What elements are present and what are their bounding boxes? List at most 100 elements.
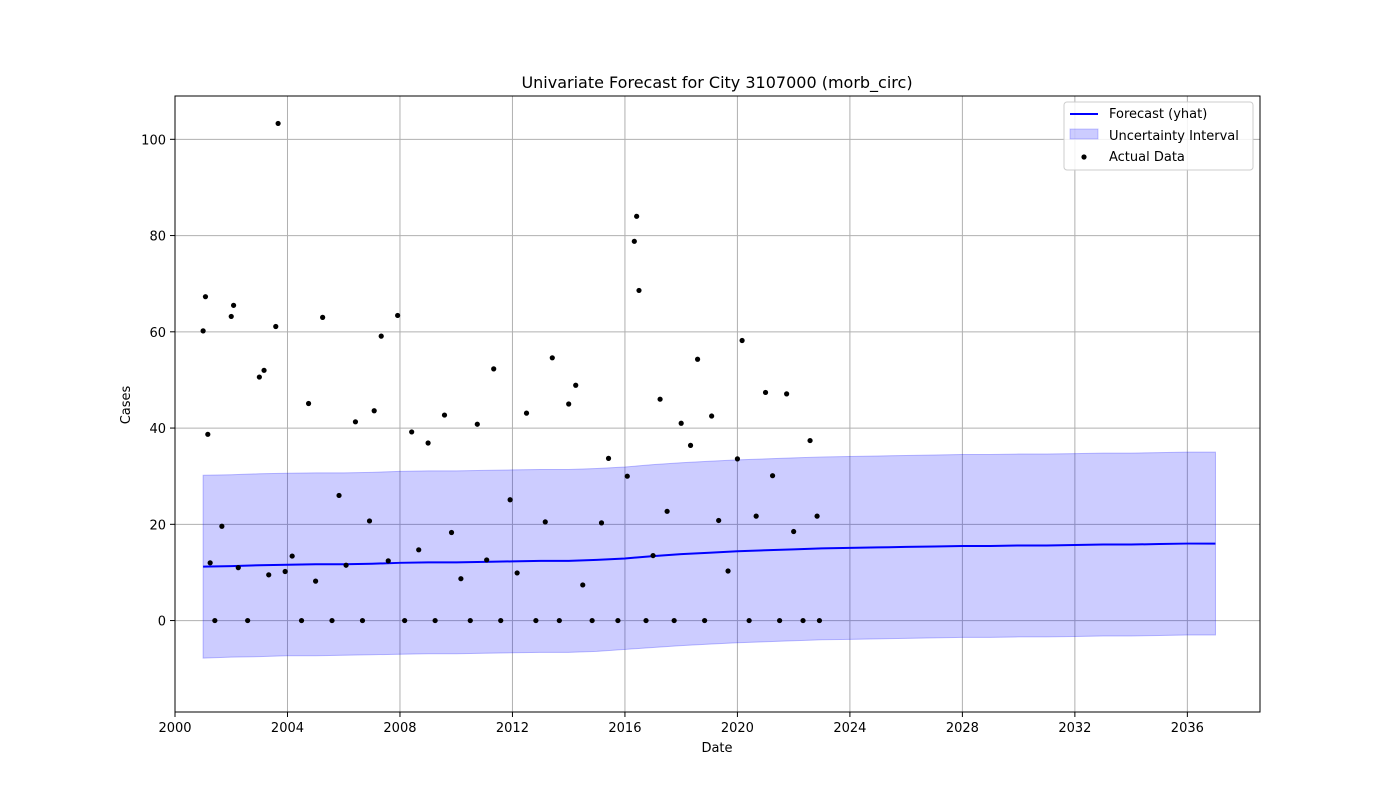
y-tick-label: 100 [141,133,166,148]
actual-data-point [458,576,464,582]
actual-data-point [589,617,595,624]
x-tick-label: 2020 [721,721,754,736]
actual-data-point [200,328,206,334]
actual-data-point [523,410,530,416]
forecast-line [203,542,1216,568]
actual-data-point [643,617,649,624]
actual-data-point [359,617,366,624]
actual-data-point [816,617,823,624]
actual-data-point [814,513,820,519]
y-axis-ticks: 0 20 40 60 80 100 [141,133,175,630]
actual-data-point [320,314,326,320]
actual-data-point [598,520,605,526]
actual-data-point [716,517,722,524]
actual-data-point [664,508,670,514]
actual-data-point [256,374,262,380]
legend-forecast-label: Forecast (yhat) [1109,107,1207,122]
legend: Forecast (yhat) Uncertainty Interval Act… [1063,101,1254,171]
x-tick-label: 2016 [608,721,641,736]
actual-data-point [385,558,391,564]
legend-actual-swatch [1081,154,1087,160]
actual-data-point [709,413,715,419]
actual-data-point [634,213,640,219]
actual-data-point [484,557,490,563]
legend-box [1063,101,1254,171]
actual-data-point [266,572,272,578]
y-tick-label: 40 [149,422,166,437]
actual-points [200,120,823,624]
actual-data-point [549,355,555,361]
actual-data-point [498,617,504,624]
actual-data-point [566,401,572,407]
y-axis-label: Cases [119,385,134,424]
legend-actual-label: Actual Data [1109,150,1185,165]
actual-data-point [273,323,279,330]
actual-data-point [769,473,776,479]
actual-data-point [573,382,579,388]
actual-data-point [432,617,438,624]
actual-data-point [366,518,373,524]
actual-data-point [219,523,225,529]
y-tick-label: 80 [149,230,166,245]
actual-data-point [402,617,408,624]
uncertainty-band [202,451,1216,659]
actual-data-point [507,497,513,503]
grid [174,96,1260,712]
actual-data-point [207,560,213,566]
legend-interval-label: Uncertainty Interval [1109,129,1239,144]
legend-interval-swatch [1069,128,1099,140]
actual-data-point [694,356,701,362]
actual-data-point [671,617,677,624]
actual-data-point [650,552,656,559]
x-axis-ticks: 2000 2004 2008 2012 2016 2020 2024 2028 2032 2036 [158,712,1204,736]
actual-data-point [235,565,241,571]
y-tick-label: 0 [158,615,166,630]
actual-data-point [580,582,586,588]
actual-data-point [784,391,790,397]
actual-data-point [416,547,422,553]
actual-data-point [725,568,731,574]
actual-data-point [702,617,708,624]
plot-frame [174,95,1261,713]
actual-data-point [556,617,562,624]
actual-data-point [753,513,759,519]
actual-data-point [289,553,295,559]
actual-data-point [777,617,783,624]
x-tick-label: 2036 [1171,721,1204,736]
actual-data-point [245,617,251,624]
actual-data-point [762,389,769,396]
chart-title: Univariate Forecast for City 3107000 (mo… [521,73,912,93]
actual-data-point [636,287,642,294]
actual-data-point [624,473,630,479]
x-tick-label: 2032 [1058,721,1091,736]
x-axis-label: Date [701,741,732,756]
actual-data-point [807,437,813,444]
actual-data-point [687,442,694,448]
actual-data-point [448,529,455,536]
actual-data-point [329,617,335,624]
actual-data-point [282,568,288,575]
actual-data-point [491,366,497,372]
actual-data-point [467,617,473,624]
x-tick-label: 2028 [946,721,979,736]
actual-data-point [352,419,359,425]
actual-data-point [378,333,384,339]
actual-data-point [205,431,211,437]
actual-data-point [615,617,621,624]
actual-data-point [533,617,539,624]
actual-data-point [343,562,349,568]
actual-data-point [514,570,520,576]
actual-data-point [395,312,401,319]
actual-data-point [230,302,237,308]
y-tick-label: 20 [149,518,166,533]
actual-data-point [202,294,209,300]
actual-data-point [275,120,281,127]
actual-data-point [305,400,312,407]
actual-data-point [734,456,741,462]
actual-data-point [313,578,319,584]
actual-data-point [800,617,806,624]
y-tick-label: 60 [149,326,166,341]
uncertainty-interval-area [202,451,1216,659]
actual-data-point [542,519,548,525]
